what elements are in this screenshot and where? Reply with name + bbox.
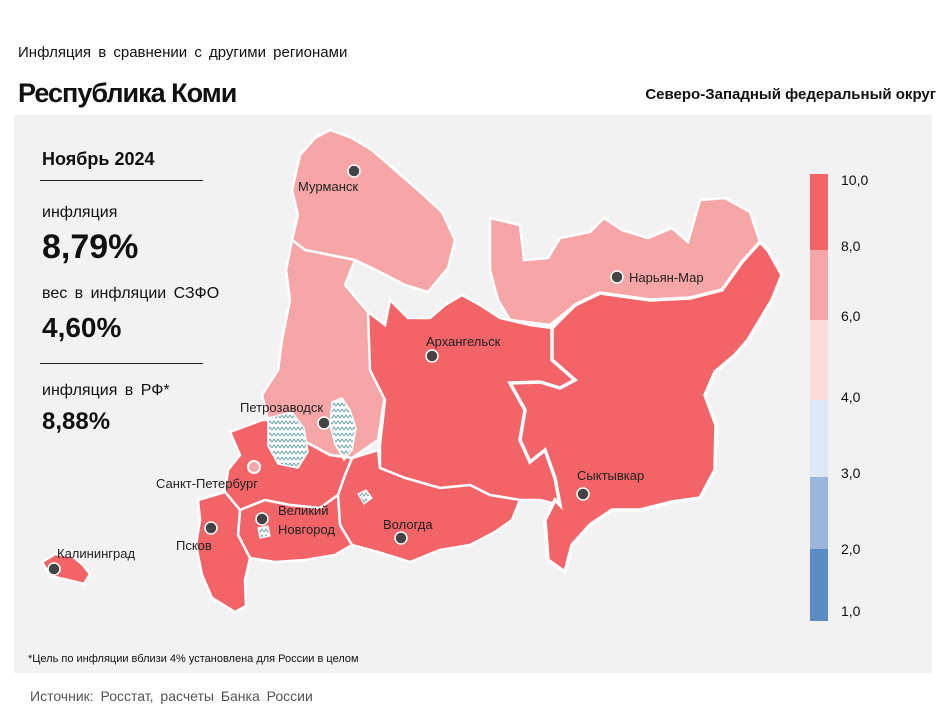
- rf-inflation-label: инфляция в РФ*: [42, 382, 170, 399]
- city-marker-syktyvkar: [576, 487, 590, 501]
- legend-swatch-2-1: [810, 549, 828, 621]
- city-label-novgorod-2: Новгород: [278, 522, 335, 537]
- city-label-murmansk: Мурманск: [298, 179, 358, 194]
- legend-swatch-3-2: [810, 477, 828, 549]
- district-name: Северо-Западный федеральный округ: [645, 86, 936, 103]
- city-marker-pskov: [204, 521, 218, 535]
- city-label-petrozavodsk: Петрозаводск: [240, 400, 323, 415]
- legend-label-4: 4,0: [841, 389, 861, 405]
- inflation-value: 8,79%: [42, 228, 139, 266]
- city-label-arkhangelsk: Архангельск: [426, 334, 501, 349]
- lake-onega: [329, 397, 357, 462]
- city-marker-novgorod: [255, 512, 269, 526]
- city-marker-kaliningrad: [47, 562, 61, 576]
- source-note: Источник: Росстат, расчеты Банка России: [30, 688, 313, 704]
- legend-swatch-8-6: [810, 250, 828, 320]
- city-label-vologda: Вологда: [383, 517, 433, 532]
- divider-top: [40, 180, 203, 181]
- legend-swatch-10-8: [810, 174, 828, 250]
- city-label-pskov: Псков: [176, 538, 212, 553]
- legend-label-10: 10,0: [841, 172, 869, 188]
- city-label-novgorod-1: Великий: [278, 503, 329, 518]
- city-label-spb: Санкт-Петербург: [156, 476, 258, 491]
- city-marker-naryan-mar: [610, 270, 624, 284]
- legend-label-3: 3,0: [841, 465, 861, 481]
- subtitle: Инфляция в сравнении с другими регионами: [18, 44, 348, 61]
- city-marker-arkhangelsk: [425, 349, 439, 363]
- lake-ladoga: [267, 411, 309, 469]
- legend-label-6: 6,0: [841, 308, 861, 324]
- lake-beloye: [357, 489, 373, 505]
- legend-label-8: 8,0: [841, 238, 861, 254]
- city-label-syktyvkar: Сыктывкар: [577, 468, 644, 483]
- legend-label-2: 2,0: [841, 541, 861, 557]
- city-marker-vologda: [394, 531, 408, 545]
- divider-bottom: [40, 363, 203, 364]
- page-title: Республика Коми: [18, 78, 237, 108]
- inflation-label: инфляция: [42, 204, 118, 221]
- rf-inflation-value: 8,88%: [42, 408, 111, 435]
- city-marker-murmansk: [347, 164, 361, 178]
- city-marker-spb: [247, 460, 261, 474]
- period-label: Ноябрь 2024: [42, 149, 155, 169]
- region-nenets: [488, 196, 762, 327]
- city-label-naryan-mar: Нарьян-Мар: [629, 270, 704, 285]
- legend-swatch-4-3: [810, 400, 828, 477]
- lake-ilmen: [257, 525, 271, 539]
- city-marker-petrozavodsk: [317, 416, 331, 430]
- region-kaliningrad: [40, 552, 92, 586]
- legend-swatch-6-4: [810, 320, 828, 400]
- legend-bar: [810, 174, 828, 621]
- weight-label: вес в инфляции СЗФО: [42, 285, 220, 302]
- city-label-kaliningrad: Калининград: [57, 546, 135, 561]
- legend-label-1: 1,0: [841, 603, 861, 619]
- weight-value: 4,60%: [42, 312, 122, 343]
- footnote: *Цель по инфляции вблизи 4% установлена …: [28, 653, 359, 665]
